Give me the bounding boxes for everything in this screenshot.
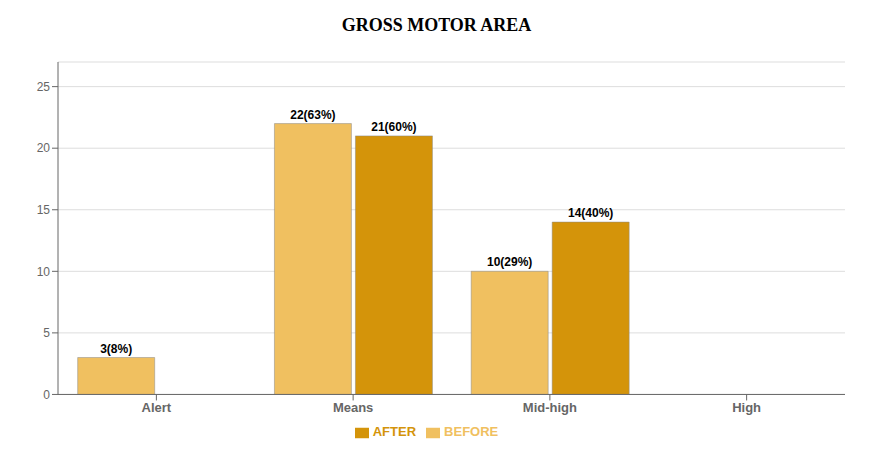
svg-text:22(63%): 22(63%) xyxy=(290,108,335,122)
svg-text:3(8%): 3(8%) xyxy=(100,342,132,356)
html-text:GROSS MOTOR AREA: GROSS MOTOR AREA xyxy=(341,15,532,35)
svg-text:20: 20 xyxy=(37,141,51,155)
svg-text:High: High xyxy=(732,400,761,415)
svg-text:25: 25 xyxy=(37,80,51,94)
svg-text:5: 5 xyxy=(43,326,50,340)
svg-text:14(40%): 14(40%) xyxy=(568,206,613,220)
svg-text:0: 0 xyxy=(43,388,50,402)
svg-text:10(29%): 10(29%) xyxy=(487,255,532,269)
svg-text:21(60%): 21(60%) xyxy=(371,120,416,134)
html-text:BEFORE: BEFORE xyxy=(444,424,499,440)
svg-text:15: 15 xyxy=(37,203,51,217)
svg-text:Alert: Alert xyxy=(142,400,172,415)
svg-text:Means: Means xyxy=(333,400,373,415)
html-text:AFTER: AFTER xyxy=(372,424,417,440)
svg-text:Mid-high: Mid-high xyxy=(523,400,577,415)
svg-text:10: 10 xyxy=(37,265,51,279)
